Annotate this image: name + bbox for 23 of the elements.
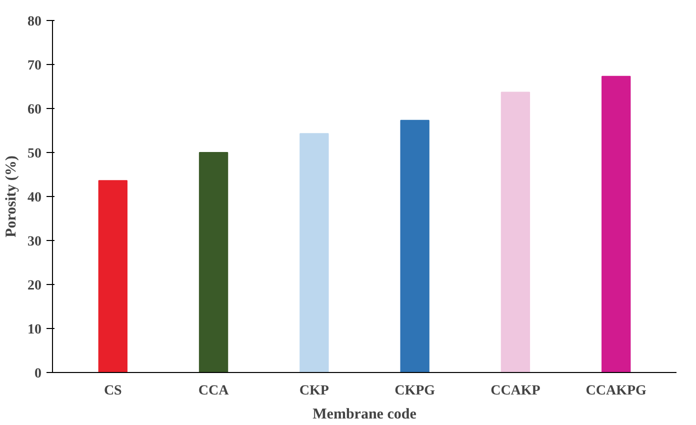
y-tick-label: 40 <box>28 190 42 206</box>
bar <box>198 152 228 372</box>
x-tick-label: CCA <box>198 384 230 398</box>
bar <box>602 76 631 372</box>
bar <box>98 180 128 372</box>
x-tick-label: CKPG <box>394 384 436 398</box>
y-tick-label: 20 <box>28 278 42 294</box>
y-tick-label: 60 <box>28 102 42 118</box>
bar <box>300 133 329 372</box>
y-tick-label: 50 <box>28 146 42 162</box>
y-tick-label: 10 <box>28 322 42 338</box>
x-tick-label: CCAKP <box>490 384 541 398</box>
bar <box>500 92 530 372</box>
x-tick-label: CS <box>104 384 122 398</box>
x-tick-label: CCAKPG <box>586 384 647 398</box>
x-axis-title: Membrane code <box>312 406 417 422</box>
y-tick-label: 30 <box>28 234 42 250</box>
y-tick-label: 80 <box>28 14 42 30</box>
y-tick-label: 70 <box>28 58 42 74</box>
x-tick-label: CKP <box>299 384 330 398</box>
y-tick-label: 0 <box>34 366 42 382</box>
bar <box>400 120 430 372</box>
y-axis-title: Porosity (%) <box>4 156 20 238</box>
